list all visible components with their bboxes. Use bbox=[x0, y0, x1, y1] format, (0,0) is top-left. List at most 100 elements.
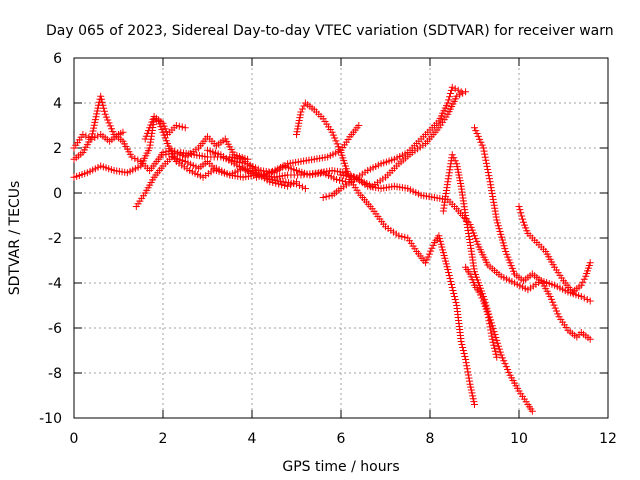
data-point bbox=[290, 179, 298, 187]
data-point bbox=[462, 359, 470, 367]
data-point bbox=[577, 293, 585, 300]
data-point bbox=[447, 86, 455, 94]
data-point bbox=[458, 341, 466, 348]
series-track-9 bbox=[293, 99, 478, 408]
data-point bbox=[478, 294, 486, 302]
data-point bbox=[449, 287, 457, 294]
data-point bbox=[491, 204, 499, 212]
x-tick-label: 6 bbox=[337, 431, 346, 447]
y-tick-label: -6 bbox=[48, 321, 62, 337]
data-point bbox=[498, 236, 506, 244]
data-point bbox=[463, 365, 471, 373]
data-point bbox=[491, 344, 499, 352]
data-point bbox=[501, 360, 509, 368]
data-point bbox=[484, 311, 492, 318]
data-point bbox=[490, 341, 498, 349]
data-point bbox=[498, 233, 506, 241]
data-point bbox=[553, 307, 561, 315]
data-point bbox=[108, 125, 116, 133]
data-series bbox=[70, 83, 594, 415]
data-point bbox=[172, 122, 180, 129]
y-tick-label: 4 bbox=[53, 96, 62, 112]
data-point bbox=[300, 102, 308, 110]
data-point bbox=[355, 122, 363, 129]
data-point bbox=[485, 175, 493, 183]
data-point bbox=[100, 104, 108, 112]
data-point bbox=[284, 182, 292, 190]
data-point bbox=[487, 326, 495, 334]
data-point bbox=[469, 395, 477, 403]
data-point bbox=[333, 176, 341, 183]
data-point bbox=[459, 347, 467, 354]
data-point bbox=[505, 368, 513, 376]
data-point bbox=[487, 184, 495, 192]
data-point bbox=[447, 278, 455, 285]
data-point bbox=[580, 294, 588, 302]
data-point bbox=[325, 192, 333, 200]
data-point bbox=[494, 219, 502, 227]
data-point bbox=[275, 180, 283, 188]
data-point bbox=[331, 134, 339, 142]
data-point bbox=[462, 356, 470, 363]
data-point bbox=[484, 169, 492, 177]
data-point bbox=[497, 351, 505, 359]
data-point bbox=[301, 185, 309, 192]
data-point bbox=[88, 135, 96, 143]
data-point bbox=[496, 227, 504, 235]
data-point bbox=[454, 86, 462, 94]
data-point bbox=[501, 245, 509, 253]
series-track-5 bbox=[141, 113, 189, 143]
data-point bbox=[423, 256, 431, 264]
data-point bbox=[491, 207, 499, 215]
x-tick-label: 10 bbox=[510, 431, 528, 447]
data-point bbox=[516, 206, 524, 214]
data-point bbox=[464, 371, 472, 379]
series-track-15 bbox=[515, 203, 594, 296]
data-point bbox=[477, 138, 485, 146]
data-point bbox=[486, 323, 494, 331]
data-point bbox=[175, 122, 183, 130]
data-point bbox=[90, 124, 98, 132]
data-point bbox=[484, 165, 492, 173]
data-point bbox=[181, 124, 189, 132]
data-point bbox=[494, 222, 502, 230]
series-track-10 bbox=[319, 83, 465, 201]
data-point bbox=[298, 105, 306, 113]
y-tick-label: 2 bbox=[53, 141, 62, 157]
data-point bbox=[456, 91, 464, 99]
data-point bbox=[465, 374, 473, 382]
data-point bbox=[473, 130, 481, 138]
data-point bbox=[492, 210, 500, 218]
data-point bbox=[91, 116, 99, 124]
data-point bbox=[446, 90, 454, 98]
data-point bbox=[91, 118, 99, 126]
data-point bbox=[489, 338, 497, 346]
data-point bbox=[329, 131, 337, 139]
data-point bbox=[88, 130, 96, 138]
data-point bbox=[488, 335, 496, 343]
data-point bbox=[293, 178, 300, 186]
data-point bbox=[481, 153, 489, 161]
x-tick-labels: 0 2 4 6 8 10 12 bbox=[70, 431, 617, 447]
data-point bbox=[586, 297, 594, 305]
x-tick-label: 8 bbox=[426, 431, 435, 447]
data-point bbox=[471, 124, 478, 132]
data-point bbox=[89, 127, 97, 135]
data-point bbox=[395, 232, 403, 240]
data-point bbox=[459, 344, 467, 351]
data-point bbox=[493, 353, 501, 361]
y-tick-label: -8 bbox=[48, 366, 62, 382]
data-point bbox=[496, 348, 504, 356]
chart-title: Day 065 of 2023, Sidereal Day-to-day VTE… bbox=[46, 23, 614, 39]
data-point bbox=[450, 293, 458, 300]
data-point bbox=[453, 92, 461, 100]
data-point bbox=[328, 128, 336, 136]
data-point bbox=[500, 357, 508, 365]
x-tick-label: 0 bbox=[70, 431, 79, 447]
data-point bbox=[486, 178, 494, 186]
data-point bbox=[451, 85, 459, 93]
x-tick-label: 12 bbox=[599, 431, 617, 447]
data-point bbox=[492, 350, 500, 358]
data-point bbox=[109, 128, 117, 136]
